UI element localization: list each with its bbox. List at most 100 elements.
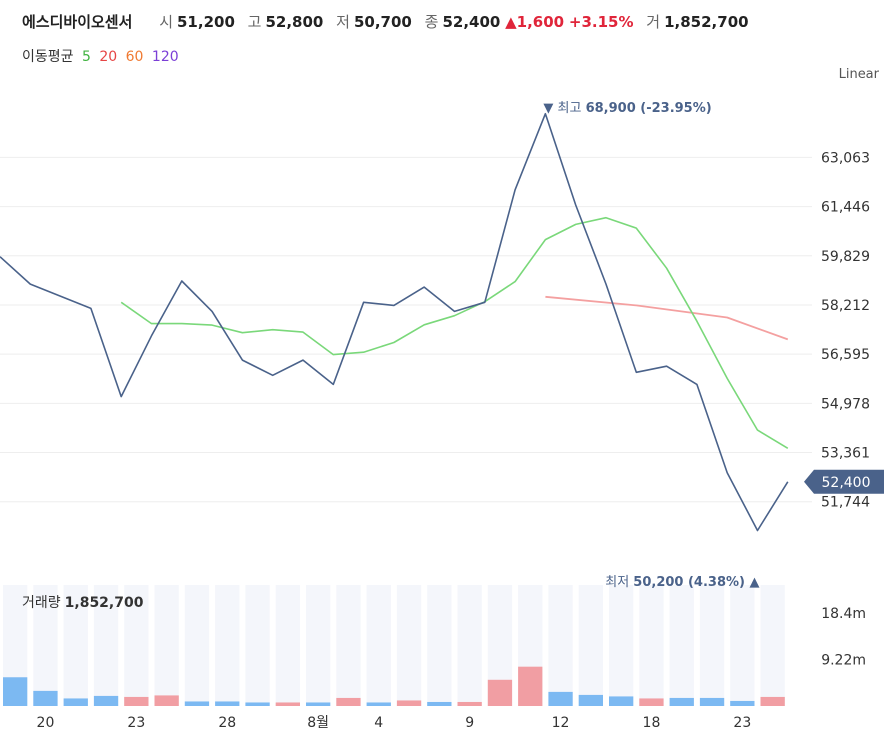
change-value: 1,600: [516, 13, 565, 31]
volume-bar: [609, 696, 634, 706]
volume-column-bg: [760, 585, 785, 706]
y-tick-label: 53,361: [821, 446, 870, 462]
x-tick-label: 4: [374, 715, 383, 731]
stock-name: 에스디바이오센서: [22, 13, 133, 31]
ma5-line: [120, 216, 789, 449]
high-annotation: ▼ 최고 68,900 (-23.95%): [543, 101, 711, 116]
volume-bar: [578, 694, 603, 706]
volume-column-bg: [396, 585, 422, 706]
y-tick-label: 59,829: [821, 249, 870, 265]
y-tick-label: 54,978: [821, 396, 870, 412]
ma-20-toggle[interactable]: 20: [99, 49, 118, 65]
volume-tick-label: 18.4m: [821, 606, 866, 622]
x-tick-label: 9: [465, 715, 474, 731]
volume-bar: [730, 700, 755, 706]
x-tick-label: 23: [733, 715, 751, 731]
price-line: [0, 112, 789, 532]
open-label: 시: [159, 13, 173, 31]
y-tick-label: 61,446: [821, 200, 870, 216]
volume-column-bg: [93, 585, 119, 706]
volume-column-bg: [699, 585, 725, 706]
x-tick-label: 28: [218, 715, 236, 731]
volume-column-bg: [457, 585, 482, 706]
volume-column-bg: [548, 585, 573, 706]
y-tick-label: 51,744: [821, 495, 870, 511]
x-tick-label: 18: [643, 715, 661, 731]
open-value: 51,200: [177, 13, 235, 31]
volume-column-bg: [33, 585, 58, 706]
volume-bar: [669, 697, 694, 706]
volume-bar: [760, 696, 785, 706]
volume-column-bg: [427, 585, 452, 706]
volume-bar: [245, 702, 270, 706]
y-tick-label: 58,212: [821, 298, 870, 314]
high-value: 52,800: [265, 13, 324, 31]
last-price-label: 52,400: [822, 475, 871, 491]
volume-bar: [548, 691, 573, 706]
volume-panel-title: 거래량: [22, 595, 61, 611]
y-tick-label: 63,063: [821, 150, 870, 166]
volume-bar: [306, 702, 331, 706]
volume-column-bg: [215, 585, 240, 706]
volume-bar: [518, 666, 543, 706]
volume-column-bg: [275, 585, 300, 706]
volume-value: 1,852,700: [664, 13, 749, 31]
volume-bar: [184, 701, 210, 706]
volume-column-bg: [639, 585, 664, 706]
volume-bar: [699, 697, 725, 706]
stock-header: 에스디바이오센서 시 51,200 고 52,800 저 50,700 종 52,400…: [22, 10, 749, 34]
volume-bar: [154, 695, 179, 706]
y-tick-label: 56,595: [821, 347, 870, 363]
volume-bar: [366, 702, 391, 706]
ma-5-toggle[interactable]: 5: [81, 49, 91, 65]
volume-column-bg: [306, 585, 331, 706]
volume-bar: [124, 696, 149, 706]
volume-bar: [487, 679, 513, 706]
volume-bar: [275, 702, 300, 706]
volume-column-bg: [124, 585, 149, 706]
moving-average-legend[interactable]: 이동평균 5 20 60 120: [22, 46, 183, 68]
last-price-tag: [804, 469, 884, 494]
x-tick-label: 23: [127, 715, 145, 731]
volume-bar: [63, 698, 88, 706]
scale-mode-toggle[interactable]: Linear: [838, 67, 879, 82]
high-label: 고: [247, 13, 262, 31]
volume-bar: [93, 695, 119, 706]
close-label: 종: [424, 13, 439, 31]
ma-120-toggle[interactable]: 120: [151, 49, 179, 65]
volume-column-bg: [609, 585, 634, 706]
change-percent: +3.15%: [568, 13, 634, 31]
x-tick-label: 20: [37, 715, 55, 731]
volume-bar: [215, 701, 240, 706]
volume-bar: [639, 698, 664, 706]
ma-legend-label: 이동평균: [22, 49, 74, 65]
low-annotation: 최저 50,200 (4.38%) ▲: [605, 575, 759, 590]
volume-panel-value: 1,852,700: [64, 595, 144, 611]
x-tick-label: 12: [552, 715, 570, 731]
volume-bar: [33, 690, 58, 706]
close-value: 52,400: [442, 13, 501, 31]
low-label: 저: [336, 13, 350, 31]
volume-column-bg: [63, 585, 88, 706]
volume-tick-label: 9.22m: [821, 653, 866, 669]
change-arrow-icon: ▲: [505, 13, 517, 31]
volume-column-bg: [154, 585, 179, 706]
x-tick-label: 8월: [307, 715, 329, 731]
volume-column-bg: [578, 585, 603, 706]
volume-bar: [396, 700, 422, 706]
volume-bar: [3, 677, 28, 706]
ma-60-toggle[interactable]: 60: [125, 49, 144, 65]
volume-column-bg: [730, 585, 755, 706]
volume-bar: [457, 701, 482, 706]
volume-label: 거: [646, 13, 661, 31]
volume-column-bg: [245, 585, 270, 706]
volume-column-bg: [184, 585, 210, 706]
volume-column-bg: [336, 585, 361, 706]
volume-column-bg: [669, 585, 694, 706]
low-value: 50,700: [353, 13, 412, 31]
volume-column-bg: [366, 585, 391, 706]
volume-bar: [427, 701, 452, 706]
ma20-line: [545, 295, 789, 341]
volume-panel-label: 거래량 1,852,700: [22, 592, 143, 612]
